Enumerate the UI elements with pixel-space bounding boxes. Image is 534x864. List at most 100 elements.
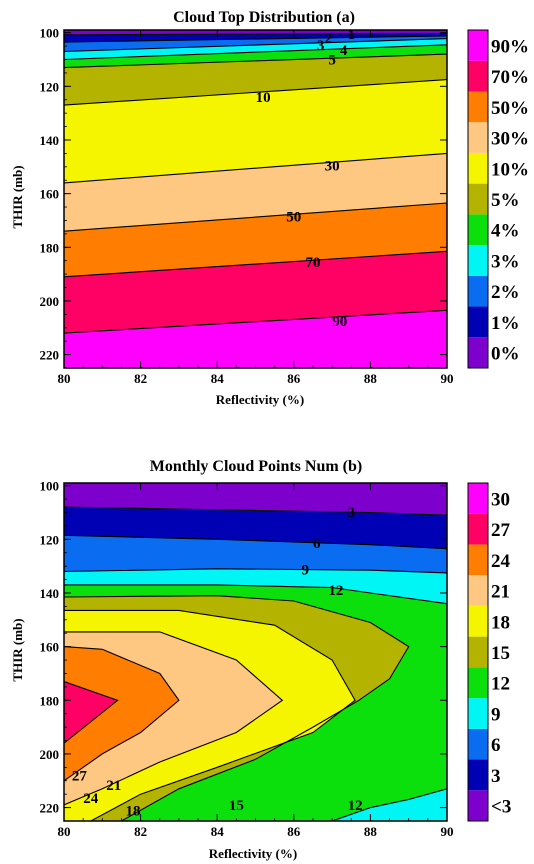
chart-b-ytick-label: 120 bbox=[40, 532, 60, 547]
chart-b-contour-label: 21 bbox=[106, 778, 121, 794]
chart-b-band-27 bbox=[64, 681, 118, 744]
chart-b-colorbar-label: 9 bbox=[491, 704, 501, 725]
chart-a-ytick-label: 120 bbox=[40, 79, 60, 94]
chart-b-xtick-label: 80 bbox=[58, 824, 71, 839]
chart-a-colorbar-swatch bbox=[468, 60, 488, 92]
chart-a-colorbar-swatch bbox=[468, 214, 488, 246]
chart-b-colorbar-swatch bbox=[468, 698, 488, 729]
chart-a-contour-3 bbox=[64, 38, 447, 53]
chart-a-contour-label: 4 bbox=[340, 43, 348, 59]
chart-b-contour-27 bbox=[64, 680, 119, 744]
chart-b-contour-label: 12 bbox=[348, 798, 363, 814]
chart-b-colorbar-label: 18 bbox=[491, 612, 510, 633]
chart-a-colorbar-label: 1% bbox=[491, 313, 520, 334]
chart-a-xtick-label: 84 bbox=[211, 371, 225, 386]
chart-b-colorbar-swatch bbox=[468, 790, 488, 821]
chart-b-band-24 bbox=[64, 646, 179, 781]
chart-b-colorbar-label: 15 bbox=[491, 643, 510, 664]
chart-a-colorbar-label: 5% bbox=[491, 190, 520, 211]
chart-b-colorbar-label: 12 bbox=[491, 674, 510, 695]
chart-a-colorbar-swatch bbox=[468, 30, 488, 61]
chart-a-colorbar-swatch bbox=[468, 245, 488, 276]
chart-b-contour-9 bbox=[64, 568, 447, 574]
chart-b-colorbar-swatch bbox=[468, 636, 488, 668]
chart-a-colorbar-label: 2% bbox=[491, 282, 520, 303]
chart-b-colorbar-swatch bbox=[468, 728, 488, 760]
chart-a-colorbar-swatch bbox=[468, 337, 488, 368]
chart-a-contour-1 bbox=[64, 32, 447, 36]
chart-b-colorbar-swatch bbox=[468, 544, 488, 576]
chart-a-contour-label: 30 bbox=[325, 158, 340, 174]
chart-b-contour-label: 12 bbox=[328, 583, 343, 599]
chart-a-xtick-label: 82 bbox=[134, 371, 147, 386]
chart-b-title: Monthly Cloud Points Num (b) bbox=[150, 458, 362, 475]
chart-b-ytick-label: 180 bbox=[40, 693, 60, 708]
chart-b-colorbar-frame bbox=[467, 482, 489, 822]
chart-a-colorbar-label: 90% bbox=[491, 36, 529, 57]
chart-b: Monthly Cloud Points Num (b) Reflectivit… bbox=[10, 458, 511, 861]
chart-b-colorbar-swatch bbox=[468, 483, 488, 514]
chart-a-band-90 bbox=[64, 310, 447, 368]
chart-b-contour-12 bbox=[64, 584, 447, 821]
chart-a-contour-label: 70 bbox=[305, 255, 320, 271]
chart-b-contour-3 bbox=[64, 506, 447, 516]
chart-b-xtick-label: 84 bbox=[211, 824, 225, 839]
chart-b-colorbar-label: 27 bbox=[491, 520, 511, 541]
chart-a-colorbar-swatch bbox=[468, 152, 488, 184]
chart-a-contour-label: 3 bbox=[317, 38, 325, 54]
chart-a-ytick-label: 180 bbox=[40, 240, 60, 255]
chart-b-contour-18 bbox=[64, 609, 356, 821]
chart-a-colorbar-swatch bbox=[468, 183, 488, 215]
chart-a-xlabel: Reflectivity (%) bbox=[216, 392, 304, 407]
chart-b-ytick-label: 100 bbox=[40, 479, 60, 494]
chart-b-colorbar-label: 30 bbox=[491, 489, 510, 510]
chart-a-colorbar-swatch bbox=[468, 306, 488, 338]
chart-a-ytick-label: 140 bbox=[40, 133, 60, 148]
chart-a-colorbar-frame bbox=[467, 29, 489, 369]
chart-b-contour-21 bbox=[64, 631, 284, 806]
chart-a-contour-label: 1 bbox=[348, 27, 356, 43]
chart-a-colorbar-label: 3% bbox=[491, 251, 520, 272]
chart-a-xtick-label: 88 bbox=[364, 371, 378, 386]
chart-a-ytick-label: 160 bbox=[40, 187, 60, 202]
chart-a-colorbar-label: 4% bbox=[491, 221, 520, 242]
chart-b-contour-15 bbox=[64, 595, 410, 821]
chart-b-contour-label: 6 bbox=[313, 536, 321, 552]
chart-a-xtick-label: 90 bbox=[441, 371, 454, 386]
chart-a-contour-5 bbox=[64, 53, 447, 69]
chart-a-contour-50 bbox=[64, 202, 447, 232]
chart-b-contour-label: 24 bbox=[83, 791, 99, 807]
chart-a-ytick-label: 200 bbox=[40, 294, 60, 309]
chart-b-colorbar-swatch bbox=[468, 513, 488, 545]
chart-a-contour-90 bbox=[64, 309, 447, 334]
chart-b-colorbar-swatch bbox=[468, 575, 488, 606]
chart-a-contour-label: 5 bbox=[328, 53, 336, 69]
chart-a-colorbar-swatch bbox=[468, 122, 488, 153]
chart-a-title: Cloud Top Distribution (a) bbox=[173, 9, 355, 26]
chart-a-xtick-label: 80 bbox=[58, 371, 71, 386]
chart-a-contour-label: 90 bbox=[332, 314, 347, 330]
chart-a: Cloud Top Distribution (a) Reflectivity … bbox=[10, 9, 529, 407]
chart-b-xtick-label: 90 bbox=[441, 824, 454, 839]
chart-b-colorbar-label: 3 bbox=[491, 766, 501, 787]
chart-a-colorbar-swatch bbox=[468, 91, 488, 123]
chart-b-ytick-label: 160 bbox=[40, 640, 60, 655]
chart-a-contour-70 bbox=[64, 250, 447, 278]
chart-b-ylabel: THIR (mb) bbox=[10, 618, 25, 681]
chart-b-xtick-label: 88 bbox=[364, 824, 378, 839]
chart-b-ytick-label: 200 bbox=[40, 747, 60, 762]
chart-b-contour-label: 27 bbox=[72, 768, 88, 784]
chart-b-contour-label: 15 bbox=[229, 798, 244, 814]
chart-b-contour-label: 9 bbox=[302, 563, 310, 579]
chart-a-colorbar-label: 70% bbox=[491, 67, 529, 88]
chart-a-contour-label: 50 bbox=[286, 209, 301, 225]
chart-a-ytick-label: 100 bbox=[40, 26, 60, 41]
chart-b-ytick-label: 220 bbox=[40, 801, 60, 816]
chart-b-colorbar-label: 6 bbox=[491, 735, 501, 756]
chart-b-colorbar-label: <3 bbox=[491, 797, 511, 818]
chart-b-xlabel: Reflectivity (%) bbox=[209, 846, 297, 861]
chart-a-colorbar-label: 30% bbox=[491, 129, 529, 150]
chart-b-colorbar-swatch bbox=[468, 667, 488, 699]
